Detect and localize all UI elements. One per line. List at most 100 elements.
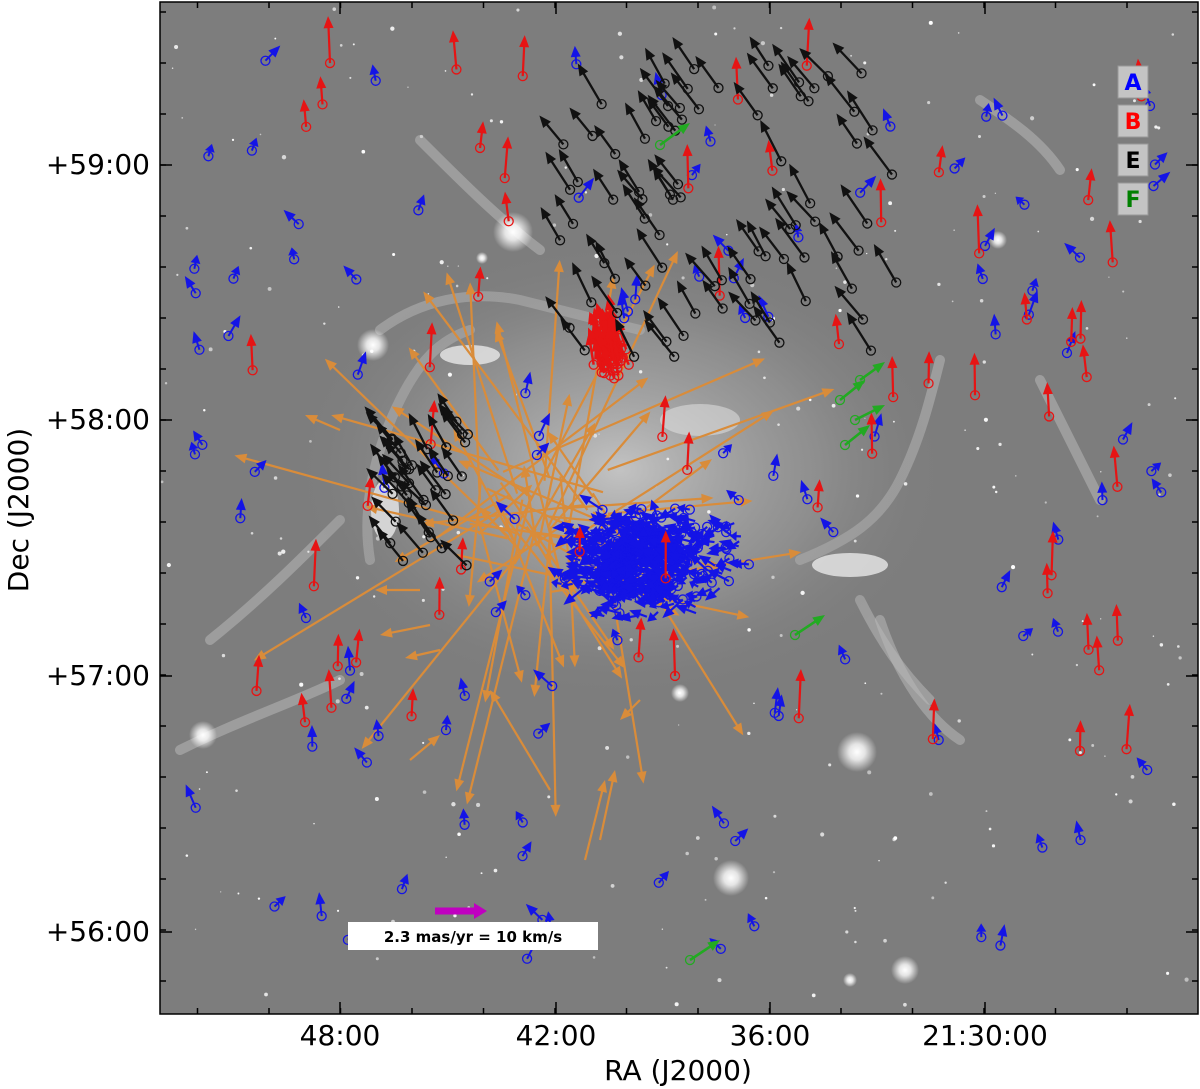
faint-star (937, 282, 941, 287)
motion-vector (476, 519, 571, 583)
x-tick-label: 48:00 (300, 1019, 381, 1052)
motion-vector (253, 507, 504, 661)
motion-vector (620, 699, 641, 720)
motion-vector (533, 412, 550, 442)
motion-vector (554, 194, 579, 229)
motion-vector (560, 318, 590, 356)
faint-star (883, 938, 887, 943)
motion-vector (516, 264, 655, 527)
motion-vector (675, 546, 688, 556)
motion-vector (863, 136, 898, 180)
faint-star (1096, 515, 1099, 518)
motion-vector (184, 275, 201, 299)
faint-star (685, 851, 689, 856)
motion-vector (1149, 152, 1168, 170)
faint-star (250, 531, 254, 535)
motion-vector (726, 489, 744, 506)
faint-star (714, 124, 716, 126)
motion-vector (682, 431, 694, 476)
motion-vector (1109, 445, 1123, 492)
faint-star (349, 76, 352, 79)
faint-star (681, 276, 685, 280)
faint-star (880, 692, 883, 695)
faint-star (480, 872, 483, 875)
faint-star (629, 638, 633, 642)
motion-vector (563, 588, 583, 605)
legend-entry-b: B (1117, 104, 1149, 138)
faint-star (1075, 663, 1079, 667)
faint-star (747, 628, 751, 632)
motion-vector (727, 245, 756, 285)
motion-vector (551, 578, 562, 589)
faint-star (1089, 216, 1095, 221)
motion-vector (1051, 617, 1064, 637)
motion-vector (708, 542, 731, 553)
star (476, 252, 488, 264)
motion-vector (372, 719, 384, 742)
motion-vector (975, 263, 988, 285)
motion-vector (591, 575, 606, 586)
legend-entry-e: E (1117, 143, 1149, 177)
motion-vector (539, 115, 569, 150)
legend-label: B (1125, 110, 1142, 135)
motion-vector (866, 412, 878, 459)
faint-star (338, 677, 341, 681)
faint-star (1157, 126, 1161, 130)
faint-star (594, 253, 599, 259)
motion-vector (1042, 382, 1055, 422)
motion-vector (623, 568, 647, 585)
motion-vector (572, 262, 597, 308)
faint-star (451, 802, 456, 807)
faint-star (772, 871, 776, 874)
motion-vector (246, 333, 258, 376)
motion-vector (593, 168, 619, 205)
motion-vector (887, 356, 899, 403)
motion-vector (520, 371, 533, 399)
motion-vector (381, 473, 414, 509)
faint-star (617, 31, 623, 36)
motion-vector (1117, 422, 1133, 445)
faint-star (307, 550, 310, 553)
motion-vector (246, 137, 259, 156)
star (891, 956, 919, 984)
motion-vector (1027, 277, 1039, 296)
faint-star (493, 868, 498, 873)
bright-stars (189, 212, 1007, 987)
faint-star (820, 832, 825, 837)
faint-star (854, 940, 857, 944)
x-tick-label: 36:00 (730, 1019, 811, 1052)
faint-star (313, 822, 315, 825)
motion-vector (618, 159, 645, 198)
motion-vector (672, 37, 700, 75)
motion-vector (533, 722, 551, 739)
faint-star (733, 27, 736, 30)
faint-star (1037, 230, 1040, 233)
motion-vector (269, 896, 286, 912)
motion-vector (424, 322, 437, 373)
faint-star (994, 490, 998, 494)
faint-star (516, 8, 520, 12)
motion-vector (591, 275, 623, 319)
motion-vector (789, 615, 825, 641)
motion-vector (759, 226, 790, 265)
motion-vector (547, 431, 595, 498)
scale-bar: 2.3 mas/yr = 10 km/s (348, 903, 598, 950)
faint-star (1075, 168, 1079, 172)
x-axis-label: RA (J2000) (604, 1054, 752, 1087)
faint-star (903, 482, 908, 486)
faint-star (422, 535, 426, 539)
faint-star (279, 537, 283, 540)
motion-vector (260, 45, 281, 66)
faint-star (422, 741, 425, 745)
motion-vector (654, 154, 684, 190)
faint-star (445, 856, 447, 859)
motion-vector (494, 494, 565, 668)
faint-star (439, 260, 444, 265)
motion-vector (684, 940, 720, 966)
motion-vector (801, 17, 814, 71)
motion-vector (427, 413, 452, 453)
motion-vector (600, 546, 616, 562)
faint-star (712, 5, 717, 10)
faint-star (638, 370, 643, 374)
motion-vector (455, 537, 468, 575)
